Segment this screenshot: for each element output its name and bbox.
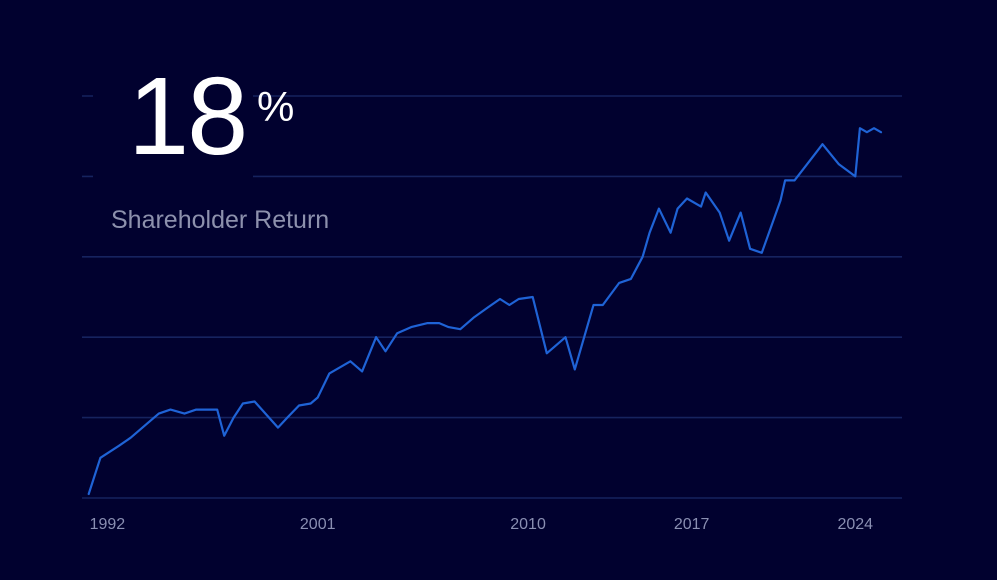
x-tick-label-2001: 2001: [300, 516, 336, 533]
series-line-0: [87, 127, 883, 496]
kpi-backdrop: [93, 70, 253, 182]
kpi-label: Shareholder Return: [111, 206, 330, 234]
x-tick-label-2017: 2017: [674, 516, 710, 533]
x-tick-label-1992: 1992: [90, 516, 126, 533]
line-layer: [87, 127, 883, 496]
kpi-unit: %: [257, 83, 295, 130]
x-tick-layer: 1992 2001 2010 2017 2024: [90, 516, 874, 533]
x-tick-label-2010: 2010: [510, 516, 546, 533]
kpi-value: 18: [128, 55, 248, 178]
x-tick-label-2024: 2024: [837, 516, 873, 533]
